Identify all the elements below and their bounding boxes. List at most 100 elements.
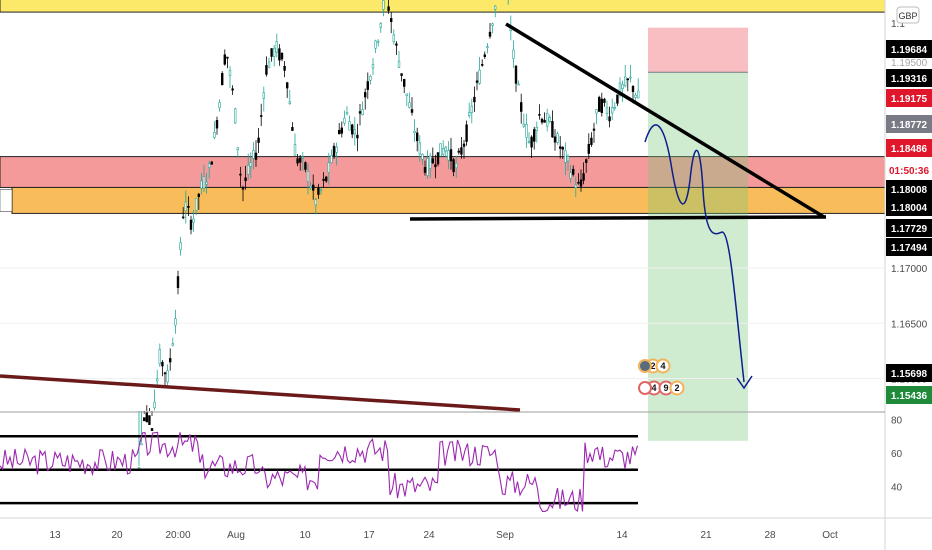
rsi-tick-label: 60 [891, 449, 903, 460]
candle-body [236, 147, 239, 151]
candle-body [283, 65, 286, 71]
candle-body [267, 61, 271, 69]
price-tag-value: 1.15436 [891, 391, 928, 402]
event-marker[interactable]: 4 [655, 358, 671, 374]
candle-body [374, 40, 377, 49]
horizontal-support-line [409, 215, 827, 221]
event-markers[interactable]: 2 44 9 2 [638, 358, 685, 396]
candle-body [301, 156, 304, 159]
price-tag-bg [886, 386, 932, 404]
projected-arrowhead [736, 375, 753, 390]
candle-body [457, 150, 460, 153]
candle-body [259, 115, 263, 117]
candle-body [382, 0, 385, 10]
candle-body [215, 120, 219, 129]
candle-body [156, 378, 159, 382]
candle-body [595, 109, 598, 114]
candle-body [428, 155, 432, 169]
price-tag-value: 1.18004 [891, 203, 928, 214]
candle-body [304, 162, 307, 170]
candle-body [564, 150, 567, 163]
candle-body [389, 18, 393, 22]
price-tag-bg [886, 364, 932, 382]
candle-body [577, 182, 580, 184]
price-tag-value: 1.18486 [891, 144, 928, 155]
candle-body [467, 112, 471, 116]
candle-body [291, 127, 294, 131]
candle-body [298, 157, 302, 163]
rsi-axis[interactable]: 80 60 40 [891, 416, 903, 494]
candle-body [244, 177, 247, 182]
position-reward-box [648, 72, 748, 441]
candle-body [205, 181, 208, 185]
candle-body [454, 163, 458, 169]
candle-body [293, 144, 297, 156]
flag-icon[interactable] [638, 359, 652, 373]
candle-body [561, 147, 565, 150]
candle-body [353, 129, 356, 135]
candle-body [296, 158, 299, 164]
time-tick-label: Sep [496, 530, 514, 541]
candle-body [421, 154, 424, 160]
candle-body [415, 132, 419, 142]
price-tag: 1.19175 [886, 89, 932, 107]
candle-body [579, 179, 583, 187]
candle-body [179, 242, 182, 251]
candle-body [143, 417, 146, 422]
event-marker[interactable]: 2 [669, 380, 685, 396]
candle-body [153, 401, 156, 409]
candle-body [491, 23, 494, 26]
candle-body [480, 64, 484, 66]
time-tick-label: Aug [227, 530, 245, 541]
price-tag: 1.18486 [886, 139, 932, 157]
candle-body [548, 117, 552, 122]
currency-badge[interactable]: GBP [896, 6, 920, 24]
candle-body [330, 154, 333, 163]
candle-body [397, 60, 401, 68]
candle-body [584, 159, 588, 163]
candle-body [184, 201, 187, 212]
event-marker-count: 2 [674, 383, 679, 393]
candle-body [558, 146, 562, 149]
price-tag: 1.15698 [886, 364, 932, 382]
price-tag-bg [886, 139, 932, 157]
candle-body [582, 173, 585, 181]
candle-body [239, 173, 242, 176]
candle-body [319, 189, 323, 191]
event-marker-count: 4 [660, 361, 665, 371]
price-tag-value: 1.15698 [891, 369, 928, 380]
candle-body [223, 54, 226, 65]
candle-body [556, 133, 559, 143]
time-axis[interactable]: 13 20 20:00 Aug 10 17 24 Sep 14 21 28 Oct [49, 530, 838, 541]
price-tag-bg [886, 115, 932, 133]
candle-body [197, 193, 200, 197]
candle-body [158, 349, 161, 365]
price-tag-bg [886, 219, 932, 237]
candle-body [332, 145, 336, 157]
rsi-line [0, 431, 639, 513]
candle-body [234, 108, 237, 124]
candle-body [241, 187, 245, 190]
candle-body [169, 358, 172, 363]
candle-body [475, 80, 479, 83]
candle-body [252, 150, 255, 159]
candle-body [317, 187, 320, 195]
candle-body [514, 65, 518, 84]
candle-body [140, 443, 143, 446]
candle-body [148, 415, 151, 425]
price-tag-bg [886, 69, 932, 87]
price-tag: 1.19316 [886, 69, 932, 87]
price-tag: 1.19684 [886, 40, 932, 58]
candle-body [150, 428, 154, 431]
candle-body [629, 76, 632, 79]
candle-body [392, 34, 395, 43]
candle-body [465, 124, 468, 142]
candle-body [402, 78, 406, 87]
candle-body [631, 86, 635, 92]
event-marker[interactable]: 9 [658, 380, 674, 396]
candle-body [553, 136, 557, 143]
flag-icon[interactable] [638, 381, 652, 395]
candle-body [410, 109, 414, 113]
candle-body [379, 23, 382, 28]
